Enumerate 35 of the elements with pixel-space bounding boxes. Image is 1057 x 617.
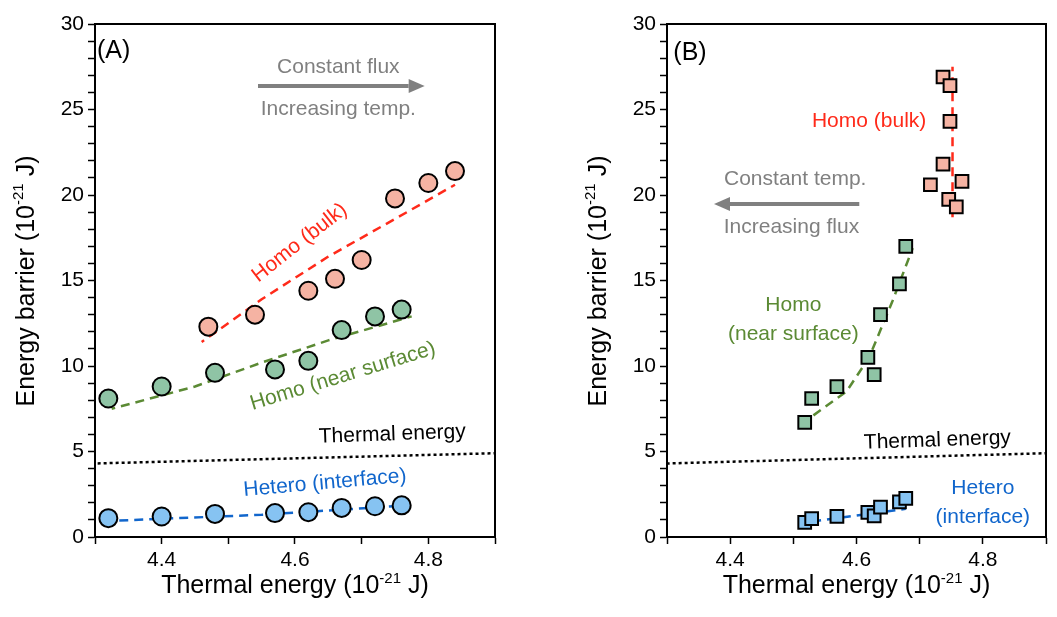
y-tick-label: 15 <box>632 267 656 291</box>
series-label: Hetero (interface) <box>242 462 408 501</box>
x-tick-label: 4.6 <box>841 547 872 571</box>
y-tick-label: 25 <box>632 96 656 120</box>
y-tick-label: 5 <box>72 438 84 462</box>
series-label: Thermal energy <box>863 424 1012 453</box>
x-tick-label: 4.4 <box>715 547 746 571</box>
y-tick-label: 30 <box>632 10 656 34</box>
y-tick-label: 15 <box>60 267 84 291</box>
annotation: Constant flux <box>277 53 401 77</box>
x-tick-label: 4.8 <box>968 547 998 571</box>
y-tick-label: 0 <box>644 523 656 547</box>
annotation: Constant temp. <box>724 166 867 190</box>
series-label: Homo (near surface) <box>727 292 859 345</box>
x-axis-title: Thermal energy (10$^{-21}$ J) <box>161 568 429 599</box>
y-tick-label: 30 <box>60 10 84 34</box>
annotation: (B) <box>673 36 707 65</box>
text: Homo (near surface) <box>247 335 438 414</box>
x-tick-label: 4.8 <box>413 547 443 571</box>
x-tick-label: 4.6 <box>280 547 310 571</box>
y-tick-label: 10 <box>60 352 84 376</box>
y-tick-label: 20 <box>60 181 84 205</box>
series-label: Hetero (interface) <box>935 475 1031 528</box>
x-tick-label: 4.4 <box>147 547 177 571</box>
annotation: (A) <box>97 35 131 64</box>
series-label: Thermal energy <box>318 418 467 447</box>
series-label: Homo (bulk) <box>811 108 927 132</box>
annotation: Increasing flux <box>723 214 860 238</box>
x-axis-title: Thermal energy (10$^{-21}$ J) <box>722 568 991 599</box>
y-tick-label: 25 <box>60 96 84 120</box>
y-tick-label: 20 <box>632 181 656 205</box>
y-tick-label: 10 <box>632 352 656 376</box>
y-tick-label: 0 <box>72 523 84 547</box>
y-tick-label: 5 <box>644 438 656 462</box>
annotation: Increasing temp. <box>260 96 416 120</box>
